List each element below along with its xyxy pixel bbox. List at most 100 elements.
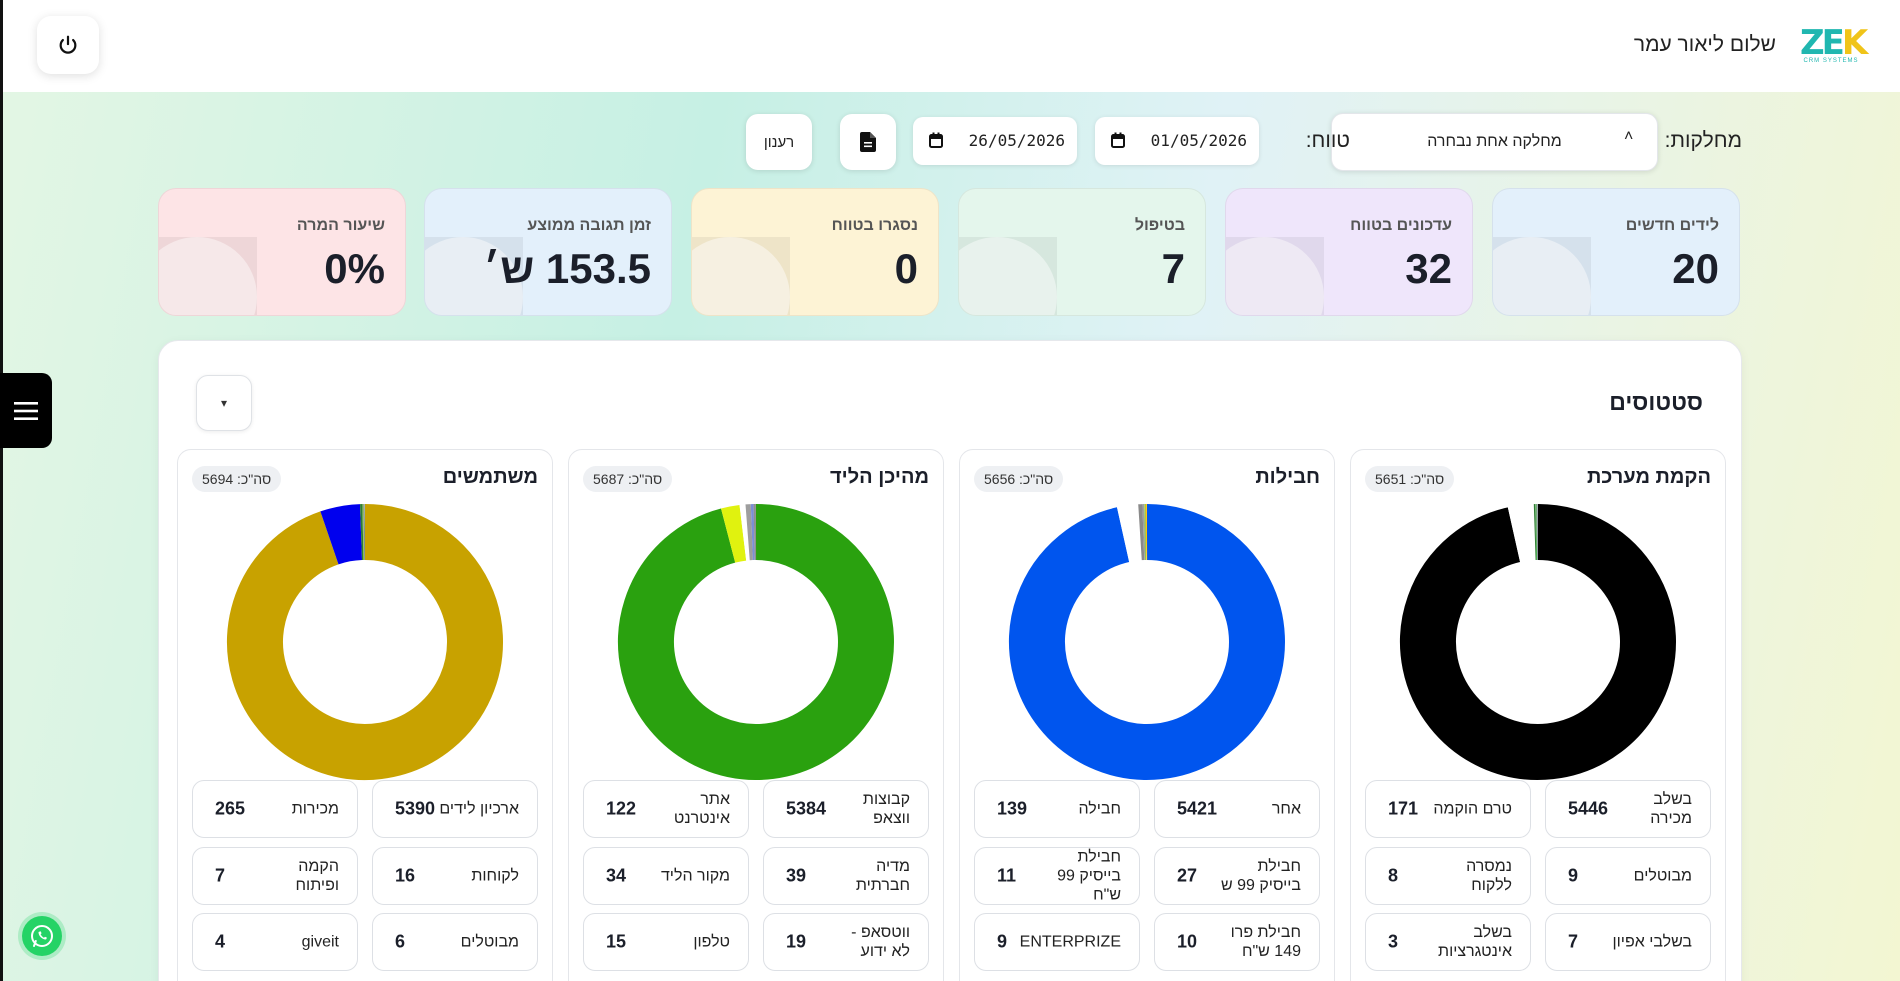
status-stat[interactable]: אחר 5421	[1154, 780, 1320, 838]
department-select-value: מחלקה אחת נבחרה	[1427, 133, 1562, 150]
department-select[interactable]: מחלקה אחת נבחרה ˄	[1331, 113, 1658, 171]
stat-label: אתר אינטרנט	[673, 791, 730, 827]
stat-value: 171	[1388, 798, 1419, 819]
hamburger-icon	[14, 401, 38, 420]
status-stat[interactable]: חבילת בייסיק 99 ש 27	[1154, 847, 1320, 905]
date-from-value: 01/05/2026	[1150, 131, 1247, 150]
donut-chart[interactable]	[1007, 502, 1287, 782]
status-stat[interactable]: קבוצות ווצאפ 5384	[763, 780, 929, 838]
chart-card: חבילות סה"כ: 5656 אחר 5421 חבילה 139 חבילת ביי…	[959, 449, 1335, 981]
stat-value: 11	[997, 865, 1017, 886]
status-stat[interactable]: מכירות 265	[192, 780, 358, 838]
chart-total-badge: סה"כ: 5687	[583, 466, 673, 492]
stat-label: לקוחות	[471, 867, 519, 885]
donut-slice[interactable]	[1400, 504, 1676, 780]
status-stat[interactable]: ENTERPRIZE 9	[974, 913, 1140, 971]
chart-title: משתמשים	[442, 466, 538, 488]
donut-slice[interactable]	[1507, 504, 1537, 563]
stat-value: 5421	[1177, 798, 1218, 819]
donut-chart[interactable]	[1398, 502, 1678, 782]
donut-chart[interactable]	[225, 502, 505, 782]
kpi-decoration-circle	[1493, 237, 1591, 315]
chevron-down-icon: ▾	[220, 396, 228, 410]
status-stat[interactable]: טלפון 15	[583, 913, 749, 971]
stat-value: 4	[215, 931, 226, 952]
stat-label: קבוצות ווצאפ	[862, 791, 910, 827]
stat-label: נמסרה ללקוח	[1466, 858, 1512, 894]
stat-label: מבוטלים	[460, 933, 519, 951]
chart-card: משתמשים סה"כ: 5694 ארכיון לידים 5390 מכירות 2…	[177, 449, 553, 981]
caret-up-icon: ˄	[1624, 128, 1634, 145]
stat-value: 10	[1177, 931, 1198, 952]
donut-slice[interactable]	[1116, 504, 1143, 563]
statuses-dropdown-button[interactable]: ▾	[196, 375, 252, 431]
stat-value: 265	[215, 798, 246, 819]
chart-total-badge: סה"כ: 5651	[1365, 466, 1455, 492]
status-stat[interactable]: בשלב מכירה 5446	[1545, 780, 1711, 838]
donut-slice[interactable]	[618, 504, 894, 780]
status-stat[interactable]: לקוחות 16	[372, 847, 538, 905]
stat-label: מדיה חברתית	[855, 858, 910, 894]
status-stat[interactable]: חבילת פרו 149 ש"ח 10	[1154, 913, 1320, 971]
stat-label: מקור הליד	[660, 867, 730, 885]
zek-logo: ZEK CRM SYSTEMS	[1800, 26, 1868, 66]
status-stat[interactable]: נמסרה ללקוח 8	[1365, 847, 1531, 905]
kpi-decoration	[1493, 237, 1591, 315]
status-stat[interactable]: ווטסאפ - לא ידוע 19	[763, 913, 929, 971]
status-stat[interactable]: אתר אינטרנט 122	[583, 780, 749, 838]
status-stat[interactable]: חבילה 139	[974, 780, 1140, 838]
kpi-value: 0	[894, 245, 918, 292]
status-stat[interactable]: מבוטלים 6	[372, 913, 538, 971]
stat-label: חבילת פרו 149 ש"ח	[1230, 924, 1301, 960]
status-stat[interactable]: הקמה ופיתוח 7	[192, 847, 358, 905]
menu-toggle-button[interactable]	[0, 373, 52, 448]
status-stat[interactable]: בשלב אינטגרציות 3	[1365, 913, 1531, 971]
power-icon	[59, 35, 77, 54]
status-stat[interactable]: ארכיון לידים 5390	[372, 780, 538, 838]
calendar-icon	[1111, 132, 1125, 148]
status-stat[interactable]: מבוטלים 9	[1545, 847, 1711, 905]
donut-slice[interactable]	[320, 504, 364, 565]
status-stat[interactable]: בשלבי אפיון 7	[1545, 913, 1711, 971]
donut-slice[interactable]	[721, 504, 747, 563]
kpi-decoration	[1226, 237, 1324, 315]
kpi-label: עדכונים בטווח	[1350, 217, 1452, 234]
stat-label: בשלב מכירה	[1650, 791, 1692, 827]
kpi-value: 20	[1672, 245, 1719, 292]
document-icon	[860, 132, 876, 152]
kpi-label: שיעור המרה	[296, 217, 385, 234]
donut-chart[interactable]	[616, 502, 896, 782]
stat-label: מבוטלים	[1633, 867, 1692, 885]
date-from-input[interactable]: 01/05/2026	[1095, 117, 1259, 165]
refresh-button[interactable]: רענון	[746, 114, 812, 170]
stat-label: ארכיון לידים	[439, 800, 519, 818]
stat-label: ENTERPRIZE	[1019, 933, 1121, 951]
status-stat[interactable]: מקור הליד 34	[583, 847, 749, 905]
kpi-value: 153.5 ש׳	[483, 245, 651, 292]
stat-label: חבילת בייסיק 99 ש	[1220, 858, 1301, 894]
date-to-input[interactable]: 26/05/2026	[913, 117, 1077, 165]
stat-value: 7	[215, 865, 226, 886]
status-stat[interactable]: giveit 4	[192, 913, 358, 971]
kpi-card: שיעור המרה 0%	[158, 188, 406, 316]
statuses-panel: סטטוסים ▾ הקמת מערכת סה"כ: 5651 בשלב מכירה…	[158, 340, 1742, 981]
kpi-value: 32	[1405, 245, 1452, 292]
stat-value: 6	[395, 931, 406, 952]
chart-total-badge: סה"כ: 5656	[974, 466, 1064, 492]
stat-value: 5384	[786, 798, 827, 819]
donut-slice[interactable]	[1009, 504, 1285, 780]
logout-button[interactable]	[37, 16, 99, 74]
donut-slice[interactable]	[227, 504, 503, 780]
status-stat[interactable]: טרם הוקמה 171	[1365, 780, 1531, 838]
kpi-label: נסגרו בטווח	[831, 217, 918, 234]
whatsapp-button[interactable]	[22, 916, 62, 956]
export-button[interactable]	[840, 114, 896, 170]
stat-label: חבילת בייסיק 99 ש"ח	[1057, 848, 1121, 904]
status-stat[interactable]: חבילת בייסיק 99 ש"ח 11	[974, 847, 1140, 905]
kpi-decoration	[692, 237, 790, 315]
kpi-card: לידים חדשים 20	[1492, 188, 1740, 316]
kpi-card: נסגרו בטווח 0	[691, 188, 939, 316]
status-stat[interactable]: מדיה חברתית 39	[763, 847, 929, 905]
stat-value: 5390	[395, 798, 436, 819]
range-label: טווח:	[1305, 129, 1350, 152]
